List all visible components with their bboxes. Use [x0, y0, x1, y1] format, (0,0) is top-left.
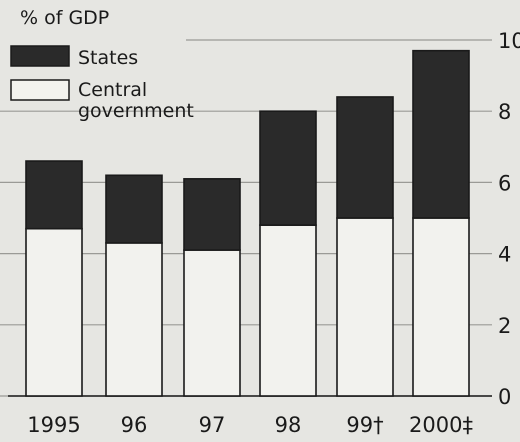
x-tick-label: 2000‡	[409, 413, 473, 437]
legend-swatch-central	[10, 79, 70, 101]
bar-states	[412, 49, 470, 219]
legend-label-states: States	[78, 47, 138, 69]
bar-states	[259, 110, 317, 226]
bar-central-government	[259, 224, 317, 397]
legend-label-central-line2: government	[78, 100, 194, 122]
legend-label-central-line1: Central	[78, 79, 147, 101]
y-tick-label: 0	[498, 385, 511, 409]
legend-label-central: Central government	[78, 79, 194, 122]
bar-central-government	[25, 227, 83, 397]
bar-states	[25, 160, 83, 230]
y-tick-label: 4	[498, 243, 511, 267]
y-axis-ticks: 0 2 4 6 8 10	[498, 29, 520, 409]
y-tick-label: 2	[498, 314, 511, 338]
bars	[25, 49, 470, 397]
bar-states	[336, 96, 394, 219]
legend: States Central government	[10, 45, 194, 122]
bar-central-government	[336, 217, 394, 397]
x-tick-label: 99†	[346, 413, 383, 437]
x-tick-label: 1995	[27, 413, 80, 437]
bar-central-government	[183, 249, 241, 397]
bar-central-government	[105, 242, 163, 397]
x-axis-labels: 1995 96 97 98 99† 2000‡	[27, 413, 473, 437]
legend-swatch-states	[10, 45, 70, 67]
x-tick-label: 97	[199, 413, 226, 437]
x-tick-label: 96	[121, 413, 148, 437]
x-tick-label: 98	[275, 413, 302, 437]
unit-label: % of GDP	[20, 7, 109, 29]
bar-states	[105, 174, 163, 244]
bar-states	[183, 178, 241, 251]
y-tick-label: 10	[498, 29, 520, 53]
y-tick-label: 8	[498, 100, 511, 124]
bar-central-government	[412, 217, 470, 397]
y-tick-label: 6	[498, 171, 511, 195]
